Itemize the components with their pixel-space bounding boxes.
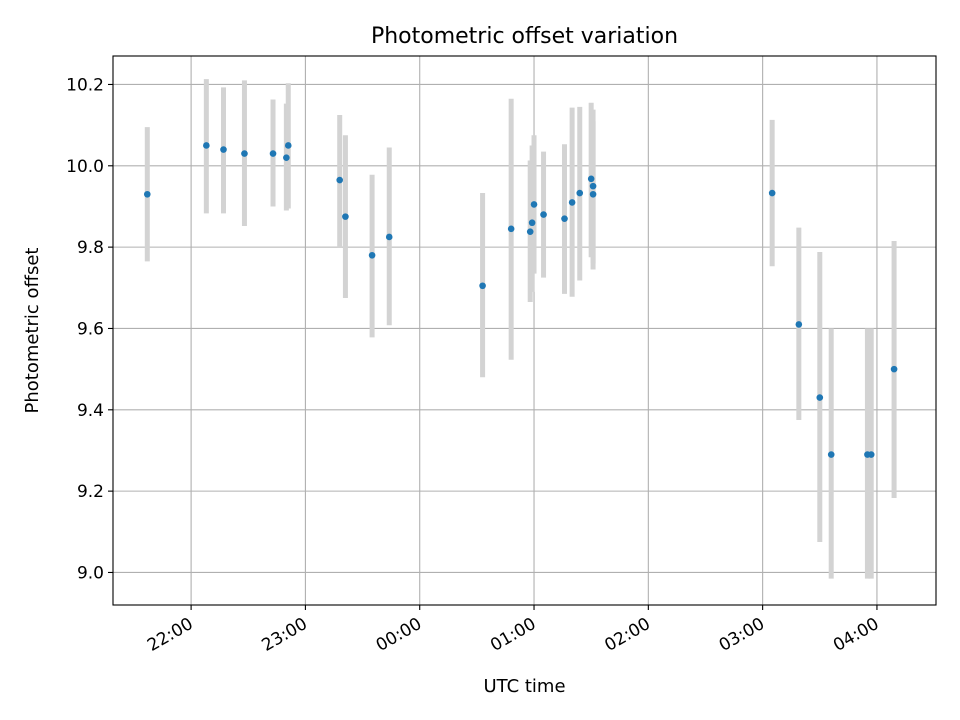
data-point (479, 282, 486, 290)
plot-frame (112, 55, 937, 606)
y-tick-label: 10.2 (66, 75, 104, 95)
data-point (890, 365, 898, 373)
data-point (526, 228, 534, 235)
data-point (385, 233, 393, 241)
data-point (589, 190, 597, 198)
grid (113, 56, 936, 605)
y-tick-label: 9.6 (77, 319, 104, 339)
data-point (368, 251, 376, 259)
data-point (336, 176, 344, 184)
y-tick-label: 9.0 (77, 563, 104, 583)
data-point (568, 199, 576, 206)
data-point (795, 321, 803, 328)
y-tick-label: 9.4 (77, 401, 104, 421)
data-point (143, 190, 151, 198)
data-point (342, 213, 349, 220)
x-axis-label: UTC time (483, 676, 565, 697)
data-point (220, 146, 227, 153)
data-point (528, 219, 536, 227)
data-point (507, 225, 515, 233)
data-point (816, 394, 824, 401)
y-axis-label: Photometric offset (22, 248, 43, 414)
data-point (241, 150, 248, 157)
data-point (269, 150, 277, 157)
y-axis: 9.0 9.2 9.4 9.6 9.8 10.0 10.2 (66, 75, 113, 583)
data-point (827, 451, 835, 458)
data-point (867, 451, 875, 458)
chart-title: Photometric offset variation (371, 24, 678, 49)
data-points (143, 142, 898, 458)
data-point (576, 189, 584, 197)
y-tick-label: 10.0 (66, 157, 104, 177)
data-point (284, 142, 292, 149)
y-tick-label: 9.2 (77, 482, 104, 502)
data-point (540, 211, 547, 218)
data-point (589, 182, 597, 190)
data-point (283, 154, 290, 161)
data-point (203, 142, 210, 149)
data-point (768, 189, 776, 197)
y-tick-label: 9.8 (77, 238, 104, 258)
data-point (587, 175, 595, 183)
data-point (561, 215, 568, 222)
data-point (530, 201, 538, 208)
